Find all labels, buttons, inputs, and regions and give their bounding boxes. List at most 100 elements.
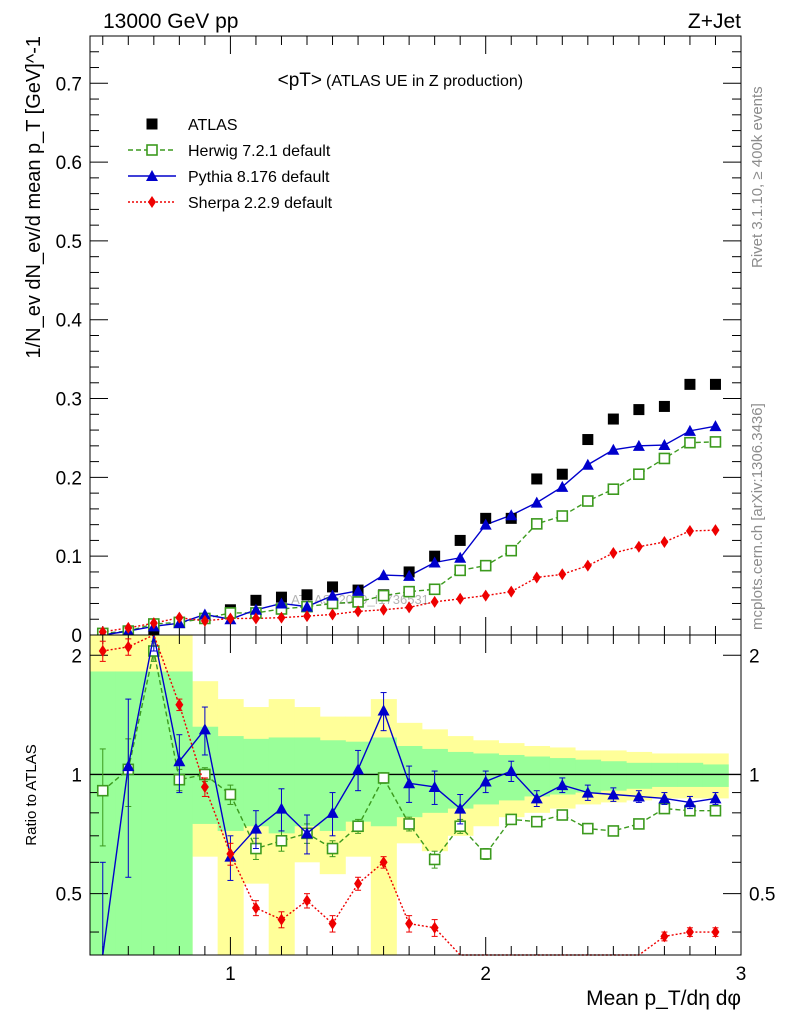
- main-point-atlas: [556, 468, 568, 480]
- ratio-point-sherpa: [251, 902, 260, 915]
- ratio-point-herwig: [326, 842, 339, 855]
- main-point-sherpa: [456, 592, 465, 605]
- main-point-herwig: [684, 436, 696, 449]
- main-point-pythia: [479, 518, 492, 530]
- main-point-herwig: [582, 495, 594, 507]
- main-point-pythia: [275, 597, 288, 609]
- ratio-point-pythia: [607, 788, 620, 800]
- ratio-point-pythia: [249, 822, 262, 834]
- ratio-point-pythia: [198, 723, 211, 735]
- main-point-pythia: [607, 443, 620, 455]
- main-point-sherpa: [303, 610, 311, 623]
- ratio-frame: [89, 634, 742, 956]
- legend: ATLAS Herwig 7.2.1 default Pythia 8.176 de…: [128, 117, 333, 212]
- ratio-x-tick-label: 3: [736, 964, 747, 985]
- main-point-atlas: [275, 591, 287, 603]
- ratio-point-pythia: [122, 760, 135, 772]
- main-point-pythia: [352, 584, 365, 596]
- main-point-atlas: [454, 534, 466, 546]
- main-title: <pT>: [278, 70, 322, 91]
- main-point-atlas: [531, 473, 543, 485]
- main-point-atlas: [250, 594, 262, 606]
- ratio-x-tick-labels: 1 2 3: [225, 964, 746, 985]
- main-point-sherpa: [711, 524, 720, 537]
- main-y-tick-label: 0: [71, 626, 82, 647]
- header-right-label: Z+Jet: [688, 10, 741, 33]
- x-axis-label: Mean p_T/dη dφ: [586, 987, 741, 1010]
- ratio-point-herwig: [403, 818, 415, 830]
- main-point-sherpa: [481, 589, 490, 602]
- ratio-axis-ticks: [90, 635, 741, 955]
- main-point-pythia: [709, 420, 722, 432]
- main-point-pythia: [428, 556, 441, 568]
- header-left-label: 13000 GeV pp: [103, 10, 238, 33]
- ratio-x-tick-label: 1: [225, 964, 236, 985]
- main-point-sherpa: [354, 605, 363, 618]
- ratio-point-sherpa: [430, 921, 439, 934]
- main-line-sherpa: [102, 529, 716, 633]
- ratio-band-green-bin: [626, 762, 653, 789]
- main-y-axis-label: 1/N_ev dN_ev/d mean p_T [GeV]^-1: [23, 36, 45, 359]
- main-point-sherpa: [200, 614, 209, 627]
- ratio-y-tick-label: 2: [71, 646, 82, 667]
- ratio-point-herwig: [428, 853, 441, 866]
- ratio-point-pythia: [505, 765, 518, 777]
- ratio-y-tick-label: 0.5: [56, 885, 82, 906]
- main-point-sherpa: [609, 547, 618, 560]
- ratio-y-tick-label-right: 2: [749, 646, 760, 667]
- ratio-point-herwig: [709, 804, 722, 817]
- main-point-atlas: [633, 404, 645, 416]
- main-point-atlas: [658, 400, 670, 412]
- main-point-pythia: [658, 439, 671, 451]
- ratio-point-pythia: [301, 827, 313, 839]
- ratio-band-green-bin: [141, 671, 168, 955]
- ratio-point-herwig: [377, 772, 390, 784]
- main-point-atlas: [301, 589, 313, 601]
- main-point-herwig: [607, 483, 620, 495]
- main-point-herwig: [505, 544, 518, 557]
- ratio-point-pythia: [326, 806, 339, 818]
- ratio-x-tick-label: 2: [480, 964, 491, 985]
- ratio-band-green-bin: [600, 761, 627, 791]
- main-point-atlas: [429, 550, 441, 562]
- main-point-atlas: [480, 512, 492, 524]
- main-point-pythia: [505, 509, 518, 521]
- main-point-sherpa: [226, 612, 235, 625]
- main-point-herwig: [479, 559, 492, 572]
- main-point-sherpa: [634, 540, 643, 553]
- main-series-group: [96, 378, 722, 640]
- main-point-sherpa: [328, 608, 337, 621]
- main-point-sherpa: [430, 595, 439, 608]
- main-point-sherpa: [685, 524, 694, 537]
- ratio-y-tick-label-right: 0.5: [749, 885, 775, 906]
- ratio-point-sherpa: [200, 780, 209, 793]
- legend-marker-herwig: [146, 144, 158, 156]
- main-point-atlas: [607, 413, 619, 425]
- ratio-point-pythia: [658, 792, 671, 804]
- main-point-atlas: [684, 378, 696, 390]
- ratio-y-axis-label: Ratio to ATLAS: [23, 744, 40, 845]
- ratio-point-pythia: [377, 704, 390, 716]
- main-y-tick-label: 0.7: [56, 74, 82, 95]
- ratio-band-green-bin: [294, 737, 321, 827]
- main-point-sherpa: [175, 611, 184, 624]
- ratio-series-group: [96, 634, 722, 956]
- ratio-point-herwig: [275, 834, 288, 847]
- ratio-point-pythia: [403, 777, 416, 789]
- ratio-point-pythia: [556, 779, 569, 791]
- main-point-pythia: [683, 424, 696, 436]
- main-y-tick-label: 0.1: [56, 547, 82, 568]
- main-point-sherpa: [405, 601, 414, 614]
- ratio-point-sherpa: [303, 894, 311, 907]
- main-point-herwig: [709, 436, 722, 448]
- legend-label-pythia: Pythia 8.176 default: [188, 169, 330, 186]
- main-point-pythia: [377, 569, 390, 581]
- ratio-point-herwig: [505, 813, 518, 826]
- main-point-herwig: [556, 510, 569, 522]
- main-y-tick-label: 0.5: [56, 232, 82, 253]
- main-point-herwig: [454, 564, 466, 577]
- main-point-sherpa: [583, 559, 592, 572]
- main-point-atlas: [709, 378, 721, 390]
- ratio-point-pythia: [275, 802, 288, 814]
- main-y-tick-label: 0.6: [56, 153, 82, 174]
